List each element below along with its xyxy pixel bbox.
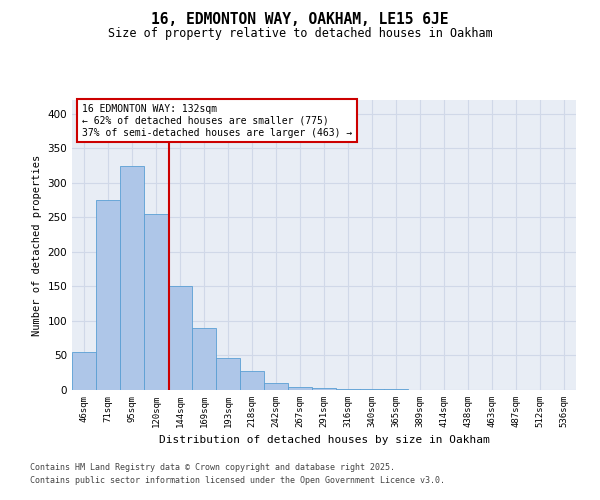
Bar (192, 328, 216, 390)
Bar (72, 352, 96, 390)
Bar (240, 370, 264, 390)
X-axis label: Distribution of detached houses by size in Oakham: Distribution of detached houses by size … (158, 436, 490, 446)
Y-axis label: Number of detached properties: Number of detached properties (32, 154, 42, 336)
Bar (264, 383, 288, 390)
Text: Contains HM Land Registry data © Crown copyright and database right 2025.: Contains HM Land Registry data © Crown c… (30, 464, 395, 472)
Text: Contains public sector information licensed under the Open Government Licence v3: Contains public sector information licen… (30, 476, 445, 485)
Bar (120, 166, 144, 390)
Text: Size of property relative to detached houses in Oakham: Size of property relative to detached ho… (107, 28, 493, 40)
Bar (96, 200, 120, 390)
Text: 16 EDMONTON WAY: 132sqm
← 62% of detached houses are smaller (775)
37% of semi-d: 16 EDMONTON WAY: 132sqm ← 62% of detache… (82, 104, 352, 138)
Bar (144, 214, 168, 390)
Bar (168, 286, 192, 390)
Bar (336, 388, 360, 390)
Bar (288, 386, 312, 390)
Text: 16, EDMONTON WAY, OAKHAM, LE15 6JE: 16, EDMONTON WAY, OAKHAM, LE15 6JE (151, 12, 449, 28)
Bar (216, 358, 240, 390)
Bar (312, 388, 336, 390)
